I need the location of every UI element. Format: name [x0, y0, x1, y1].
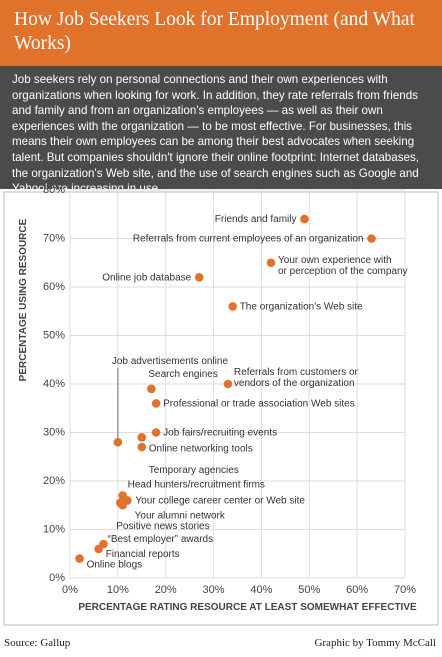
y-tick-label: 50% — [43, 330, 65, 342]
x-tick-label: 40% — [250, 584, 272, 596]
point-label: The organization's Web site — [240, 301, 363, 312]
point-label: Online networking tools — [149, 443, 253, 454]
x-tick-label: 60% — [346, 584, 368, 596]
point-label-line: Your own experience with — [278, 255, 392, 266]
point — [75, 554, 84, 563]
point-label: Job advertisements online — [112, 356, 229, 367]
y-tick-label: 40% — [43, 378, 65, 390]
point-label-line: vendors of the organization — [234, 378, 355, 389]
x-tick-label: 30% — [203, 584, 225, 596]
point-label-line: Referrals from customers or — [234, 367, 359, 378]
y-tick-label: 60% — [43, 281, 65, 293]
point — [147, 384, 156, 394]
point-label-line: Friends and family — [215, 214, 297, 225]
point — [194, 273, 204, 282]
point-label-line: Referrals from current employees of an o… — [133, 234, 364, 245]
y-axis-title: PERCENTAGE USING RESOURCE — [18, 218, 29, 381]
point-label-line: Temporary agencies — [149, 465, 239, 476]
point — [151, 428, 161, 437]
y-tick-label: 80% — [43, 184, 65, 196]
y-tick-label: 30% — [43, 427, 65, 439]
point-label-line: Professional or trade association Web si… — [163, 398, 355, 409]
point-label: Friends and family — [215, 214, 297, 225]
point-label: Referrals from customers or vendors of th… — [234, 367, 359, 389]
point-label: Online job database — [102, 272, 191, 283]
x-tick-label: 0% — [62, 584, 78, 596]
point — [115, 498, 125, 508]
point-label-line: Your college career center or Web site — [135, 495, 305, 506]
y-tick-label: 10% — [43, 524, 65, 536]
title: How Job Seekers Look for Employment (and… — [14, 9, 415, 54]
point-label: Referrals from current employees of an o… — [133, 234, 364, 245]
point-label: Your own experience with or perception of… — [278, 255, 408, 277]
intro-box: Job seekers rely on personal connections… — [0, 66, 442, 195]
x-tick-label: 70% — [394, 584, 416, 596]
chart-frame — [3, 191, 439, 626]
point — [94, 544, 104, 554]
point-label: Job fairs/recruiting events — [163, 428, 277, 439]
point — [300, 214, 309, 224]
point-label: Financial reports — [106, 549, 180, 560]
point-label-line: Job fairs/recruiting events — [163, 428, 277, 439]
point — [137, 433, 147, 442]
point-label-line: or perception of the company — [278, 266, 408, 277]
point-label-line: Online networking tools — [149, 443, 253, 454]
point-label-line: Positive news stories — [116, 521, 209, 532]
point-label: Online blogs — [87, 560, 143, 571]
credit: Graphic by Tommy McCall — [314, 637, 436, 649]
point-label-line: Search engines — [148, 369, 218, 380]
y-tick-label: 0% — [49, 572, 65, 584]
point — [228, 302, 238, 311]
point-label-line: Your alumni network — [135, 510, 226, 521]
intro-text: Job seekers rely on personal connections… — [12, 73, 419, 196]
y-tick-label: 70% — [43, 233, 65, 245]
point-label: Positive news stories — [116, 521, 209, 532]
point-label-line: “Best employer” awards — [108, 534, 214, 545]
x-tick-label: 50% — [298, 584, 320, 596]
point-label: Professional or trade association Web si… — [163, 398, 355, 409]
point — [223, 379, 233, 389]
point-label: “Best employer” awards — [108, 534, 214, 545]
point — [266, 258, 276, 268]
point-label: Your college career center or Web site — [135, 495, 305, 506]
y-tick-label: 20% — [43, 475, 65, 487]
point-label: Temporary agencies — [149, 465, 239, 476]
point-label-line: The organization's Web site — [240, 301, 363, 312]
point — [367, 234, 376, 243]
point-label: Your alumni network — [135, 510, 226, 521]
point-label-line: Financial reports — [106, 549, 180, 560]
point-label: Search engines — [148, 369, 218, 380]
title-bar: How Job Seekers Look for Employment (and… — [0, 0, 442, 66]
x-axis-title: PERCENTAGE RATING RESOURCE AT LEAST SOME… — [78, 602, 417, 613]
x-tick-label: 20% — [155, 584, 177, 596]
point — [113, 437, 123, 447]
source: Source: Gallup — [4, 637, 71, 649]
point — [151, 399, 161, 408]
point — [137, 442, 147, 452]
point-label-line: Online blogs — [87, 560, 143, 571]
x-tick-label: 10% — [107, 584, 129, 596]
point-label-line: Job advertisements online — [112, 356, 229, 367]
point-label-line: Online job database — [102, 272, 191, 283]
point-label-line: Head hunters/recruitment firms — [128, 480, 265, 491]
point-label: Head hunters/recruitment firms — [128, 480, 265, 491]
